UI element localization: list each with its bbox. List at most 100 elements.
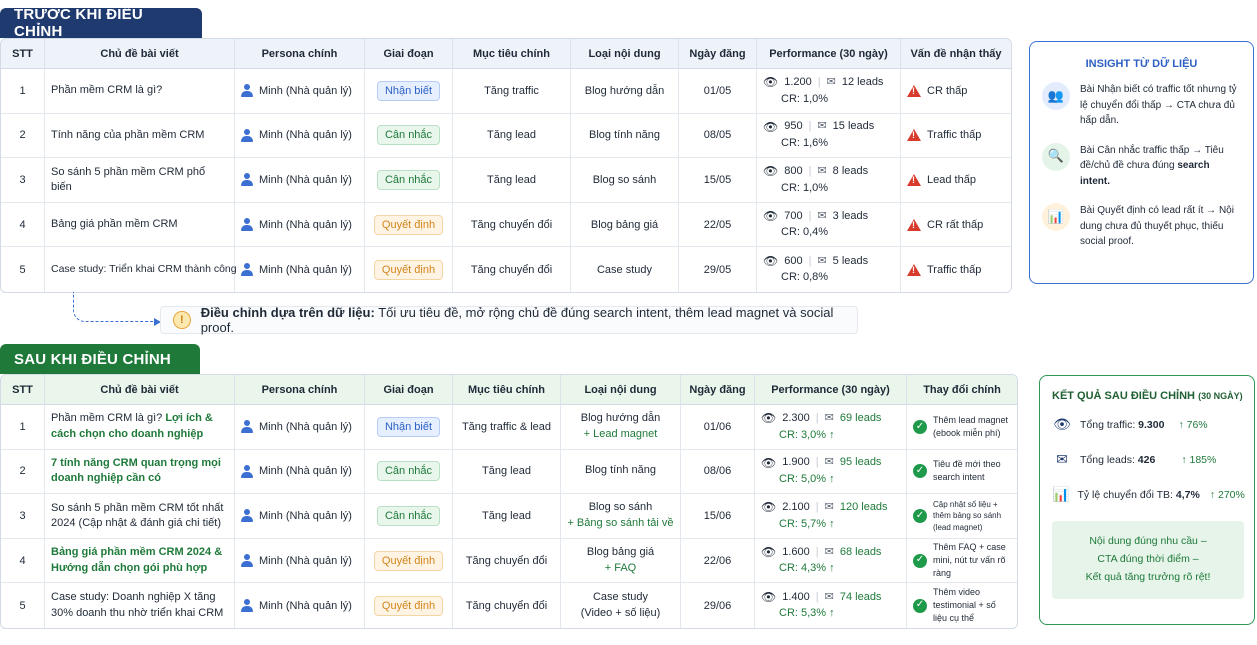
- leads: 68 leads: [839, 545, 882, 558]
- mail-icon: ✉: [824, 590, 834, 603]
- persona: Minh (Nhà quản lý): [241, 84, 358, 98]
- publish-date: 01/06: [681, 405, 755, 450]
- persona: Minh (Nhà quản lý): [241, 509, 358, 523]
- conversion-rate: CR: 1,6%: [781, 137, 829, 150]
- change-label: Tiêu đề mới theo search intent: [933, 459, 1001, 483]
- col-date: Ngày đăng: [679, 39, 757, 69]
- before-section-title: TRƯỚC KHI ĐIỀU CHỈNH: [0, 6, 202, 40]
- conversion-rate: CR: 0,4%: [781, 226, 829, 239]
- persona-label: Minh (Nhà quản lý): [259, 129, 352, 142]
- eye-icon: 👁: [761, 411, 777, 426]
- leads: 74 leads: [839, 590, 882, 603]
- person-icon: [241, 84, 253, 98]
- content-type: Blog bảng giá: [571, 202, 679, 248]
- warning-icon: [907, 218, 921, 231]
- conversion-rate: CR: 0,8%: [781, 271, 829, 284]
- mail-icon: ✉: [817, 165, 827, 178]
- change-label: Thêm FAQ + case mini, nút tư vấn rõ ràng: [933, 542, 1006, 579]
- after-section-title: SAU KHI ĐIỀU CHỈNH: [0, 344, 200, 374]
- issue: Traffic thấp: [907, 263, 1005, 276]
- publish-date: 01/05: [679, 69, 757, 114]
- performance: 👁 600 | ✉ 5 leads CR: 0,8%: [763, 253, 894, 286]
- views: 1.900: [782, 456, 810, 469]
- goal: Tăng lead: [453, 113, 571, 159]
- topic: So sánh 5 phần mềm CRM tốt nhất 2024 (Cậ…: [45, 494, 235, 539]
- eye-icon: 👁: [761, 544, 777, 559]
- content-type: Blog tính năng: [561, 449, 681, 495]
- change: ✓ Tiêu đề mới theo search intent: [913, 458, 1011, 484]
- check-circle-icon: ✓: [913, 598, 927, 613]
- content-type: Blog bảng giá + FAQ: [561, 538, 681, 584]
- goal: Tăng chuyển đổi: [453, 538, 561, 584]
- topic: So sánh 5 phần mềm CRM phổ biến: [45, 158, 235, 203]
- persona: Minh (Nhà quản lý): [241, 128, 358, 142]
- persona: Minh (Nhà quản lý): [241, 420, 358, 434]
- persona-label: Minh (Nhà quản lý): [259, 554, 352, 567]
- publish-date: 29/05: [679, 247, 757, 292]
- insight-text: Bài Nhận biết có traffic tốt nhưng tỷ lệ…: [1080, 84, 1237, 126]
- content-type: Case study (Video + số liệu): [561, 583, 681, 628]
- stage-badge: Quyết định: [373, 550, 444, 571]
- persona-label: Minh (Nhà quản lý): [259, 218, 352, 231]
- stage-badge: Cân nhắc: [376, 505, 441, 526]
- person-icon: [241, 263, 253, 277]
- eye-icon: 👁: [761, 455, 777, 470]
- check-circle-icon: ✓: [913, 464, 927, 479]
- conversion-rate: CR: 1,0%: [781, 181, 829, 194]
- result-summary: Nội dung đúng nhu cầu – CTA đúng thời đi…: [1052, 521, 1244, 599]
- content-type: Blog hướng dẫn: [571, 69, 679, 114]
- insight-item: 📊 Bài Quyết định có lead rất ít → Nội du…: [1042, 203, 1241, 250]
- mail-icon: ✉: [1056, 451, 1068, 467]
- persona-label: Minh (Nhà quản lý): [259, 599, 352, 612]
- col-persona: Persona chính: [235, 39, 365, 69]
- views: 1.400: [782, 590, 810, 603]
- stt: 1: [1, 405, 45, 450]
- stt: 2: [1, 449, 45, 495]
- change-label: Cập nhật số liệu + thêm bảng so sánh (le…: [933, 499, 1002, 532]
- goal: Tăng chuyển đổi: [453, 583, 561, 628]
- views: 2.100: [782, 501, 810, 514]
- result-title: KẾT QUẢ SAU ĐIỀU CHỈNH (30 NGÀY): [1052, 390, 1243, 402]
- col-goal: Mục tiêu chính: [453, 375, 561, 405]
- stage-badge: Nhận biết: [376, 80, 441, 101]
- eye-icon: 👁: [763, 208, 779, 223]
- eye-icon: 👁: [761, 500, 777, 515]
- col-date: Ngày đăng: [681, 375, 755, 405]
- publish-date: 15/06: [681, 494, 755, 539]
- eye-icon: 👁: [1053, 416, 1071, 432]
- topic: Case study: Doanh nghiệp X tăng 30% doan…: [45, 583, 235, 628]
- table-row: 4 Bảng giá phần mềm CRM Minh (Nhà quản l…: [1, 202, 1011, 248]
- views: 1.200: [784, 75, 812, 88]
- topic: Bảng giá phần mềm CRM 2024 & Hướng dẫn c…: [45, 538, 235, 584]
- publish-date: 29/06: [681, 583, 755, 628]
- warning-icon: [907, 173, 921, 186]
- table-row: 2 Tính năng của phần mềm CRM Minh (Nhà q…: [1, 113, 1011, 159]
- flow-arrow: [73, 292, 161, 326]
- leads: 5 leads: [832, 254, 869, 267]
- conversion-rate: CR: 5,7% ↑: [779, 517, 835, 530]
- warning-icon: [907, 129, 921, 142]
- persona: Minh (Nhà quản lý): [241, 599, 358, 613]
- leads: 95 leads: [839, 456, 882, 469]
- bar-chart-icon: 📊: [1042, 203, 1070, 231]
- col-type: Loại nội dung: [571, 39, 679, 69]
- person-icon: [241, 464, 253, 478]
- views: 700: [784, 209, 803, 222]
- stage-badge: Quyết định: [373, 595, 444, 616]
- adjustment-text: Tối ưu tiêu đề, mở rộng chủ đề đúng sear…: [200, 305, 834, 335]
- publish-date: 15/05: [679, 158, 757, 203]
- col-stage: Giai đoạn: [365, 375, 453, 405]
- issue: Lead thấp: [907, 173, 1005, 186]
- issue-label: Traffic thấp: [927, 129, 982, 142]
- search-icon: 🔍: [1042, 142, 1070, 171]
- issue: CR thấp: [907, 84, 1005, 97]
- goal: Tăng traffic & lead: [453, 405, 561, 450]
- issue-label: CR thấp: [927, 84, 968, 97]
- users-icon: 👥: [1042, 82, 1070, 110]
- stt: 3: [1, 158, 45, 203]
- performance: 👁 1.900 | ✉ 95 leads CR: 5,0% ↑: [761, 455, 900, 488]
- performance: 👁 700 | ✉ 3 leads CR: 0,4%: [763, 208, 894, 241]
- performance: 👁 800 | ✉ 8 leads CR: 1,0%: [763, 163, 894, 196]
- persona-label: Minh (Nhà quản lý): [259, 420, 352, 433]
- mail-icon: ✉: [824, 411, 834, 424]
